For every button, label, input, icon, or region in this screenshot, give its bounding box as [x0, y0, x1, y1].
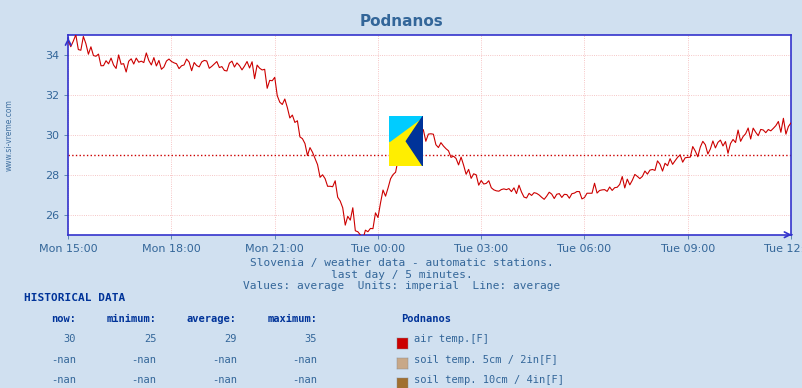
Text: -nan: -nan	[51, 355, 76, 365]
Polygon shape	[389, 116, 423, 166]
Text: now:: now:	[51, 314, 76, 324]
Text: -nan: -nan	[51, 375, 76, 385]
Text: last day / 5 minutes.: last day / 5 minutes.	[330, 270, 472, 280]
Polygon shape	[389, 116, 423, 141]
Text: Podnanos: Podnanos	[359, 14, 443, 29]
Text: soil temp. 5cm / 2in[F]: soil temp. 5cm / 2in[F]	[413, 355, 557, 365]
Text: -nan: -nan	[132, 375, 156, 385]
Text: Podnanos: Podnanos	[401, 314, 451, 324]
Text: maximum:: maximum:	[267, 314, 317, 324]
Text: 35: 35	[304, 334, 317, 345]
Polygon shape	[406, 116, 423, 166]
Text: HISTORICAL DATA: HISTORICAL DATA	[24, 293, 125, 303]
Text: www.si-vreme.com: www.si-vreme.com	[5, 99, 14, 171]
Text: -nan: -nan	[132, 355, 156, 365]
Text: air temp.[F]: air temp.[F]	[413, 334, 488, 345]
Text: -nan: -nan	[292, 375, 317, 385]
Text: soil temp. 10cm / 4in[F]: soil temp. 10cm / 4in[F]	[413, 375, 563, 385]
Text: average:: average:	[187, 314, 237, 324]
Text: 29: 29	[224, 334, 237, 345]
Text: Values: average  Units: imperial  Line: average: Values: average Units: imperial Line: av…	[242, 281, 560, 291]
Text: 30: 30	[63, 334, 76, 345]
Text: minimum:: minimum:	[107, 314, 156, 324]
Text: Slovenia / weather data - automatic stations.: Slovenia / weather data - automatic stat…	[249, 258, 553, 268]
Text: -nan: -nan	[212, 355, 237, 365]
Text: -nan: -nan	[212, 375, 237, 385]
Text: -nan: -nan	[292, 355, 317, 365]
Text: 25: 25	[144, 334, 156, 345]
